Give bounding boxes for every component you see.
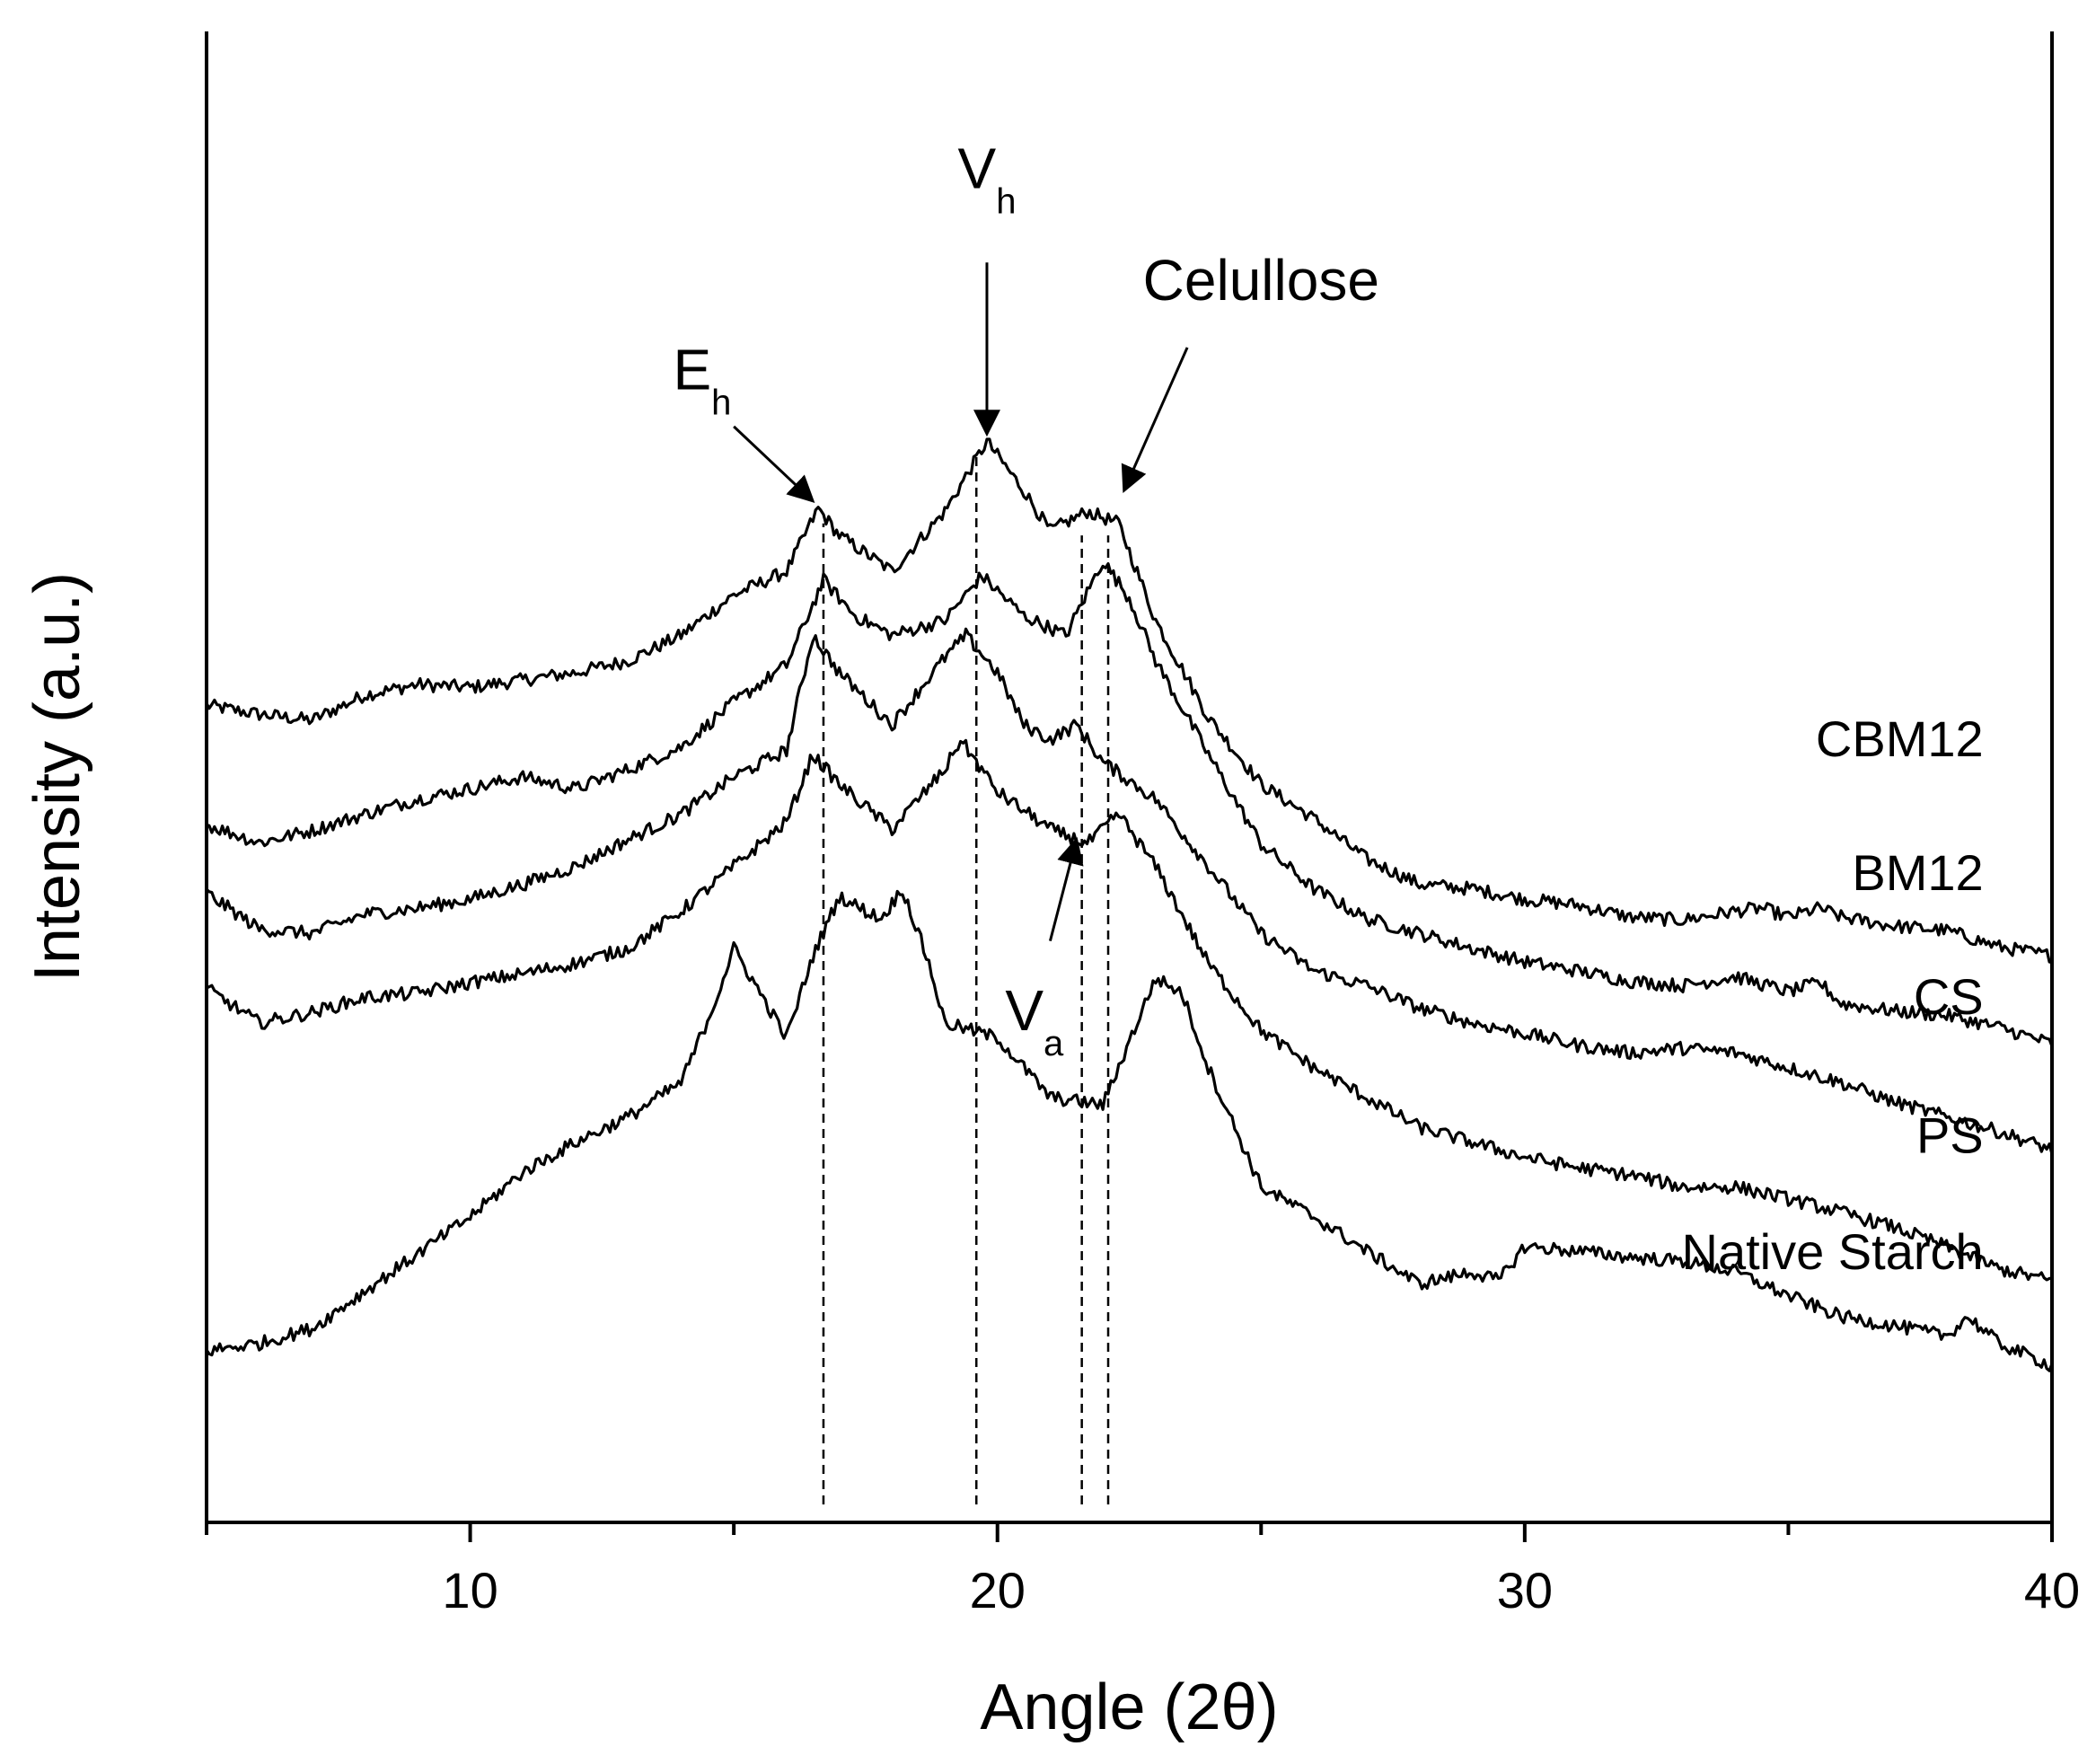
annotation-eh: Eh (673, 337, 731, 422)
series-cs (205, 627, 2054, 1155)
series-label-cbm12: CBM12 (1816, 710, 1984, 767)
x-tick-label: 10 (442, 1562, 498, 1618)
annotation-arrow-celullose (1121, 347, 1189, 494)
annotation-arrow-va (1048, 836, 1084, 941)
annotation-vh: Vh (958, 136, 1017, 221)
axes-group: 10 20 30 40 Angle (2θ) Intensity (a.u.) (22, 31, 2080, 1743)
annotation-va: Va (1005, 978, 1064, 1063)
x-tick-label: 20 (970, 1562, 1026, 1618)
series-label-bm12: BM12 (1852, 844, 1983, 901)
series-ps (206, 738, 2052, 1282)
series-cbm12 (205, 437, 2053, 965)
x-axis-title: Angle (2θ) (980, 1671, 1278, 1743)
series-bm12 (206, 562, 2054, 1047)
annotation-arrow-eh (733, 425, 815, 503)
series-labels: CBM12 BM12 CS PS Native Starch (1682, 710, 1984, 1280)
series-label-native-starch: Native Starch (1682, 1223, 1984, 1280)
series-label-cs: CS (1914, 968, 1984, 1025)
annotations: Eh Vh Celullose Va (673, 136, 1378, 1063)
annotation-celullose: Celullose (1143, 248, 1379, 313)
series-label-ps: PS (1916, 1107, 1984, 1163)
x-tick-label: 30 (1497, 1562, 1553, 1618)
y-axis-title: Intensity (a.u.) (22, 572, 93, 982)
series-native-starch (205, 889, 2054, 1372)
series-group (205, 437, 2054, 1372)
x-tick-label: 40 (2024, 1562, 2080, 1618)
reference-lines (822, 456, 1110, 1504)
